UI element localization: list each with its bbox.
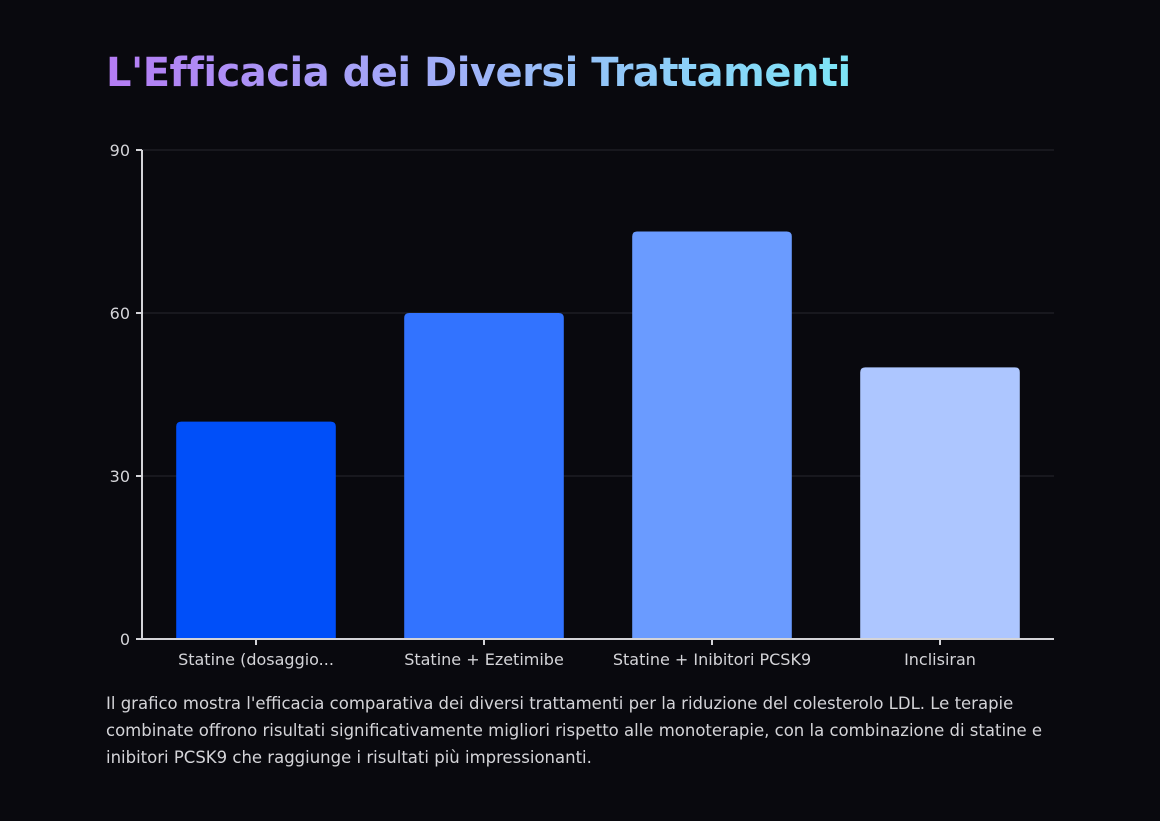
y-axis-ticks: 0 30 60 90: [110, 141, 142, 649]
bar-3: [632, 231, 792, 639]
bar-1: [176, 421, 336, 639]
bar-2: [404, 313, 564, 639]
chart-title: L'Efficacia dei Diversi Trattamenti: [106, 50, 851, 96]
x-tick-label: Statine + Inibitori PCSK9: [613, 650, 811, 669]
y-tick-label: 90: [110, 141, 130, 160]
bar-chart: 0 30 60 90 Statine (dosaggio... Statine + Ez…: [110, 141, 1054, 669]
bars: [176, 231, 1020, 639]
y-tick-label: 0: [120, 630, 130, 649]
x-tick-label: Inclisiran: [904, 650, 976, 669]
axes: [141, 150, 1054, 640]
y-tick-label: 60: [110, 304, 130, 323]
x-tick-label: Statine (dosaggio...: [178, 650, 334, 669]
chart-description: Il grafico mostra l'efficacia comparativ…: [106, 694, 1043, 767]
y-tick-label: 30: [110, 467, 130, 486]
x-tick-label: Statine + Ezetimibe: [404, 650, 564, 669]
bar-4: [860, 367, 1020, 639]
x-axis-ticks: Statine (dosaggio... Statine + Ezetimibe S…: [178, 639, 976, 669]
